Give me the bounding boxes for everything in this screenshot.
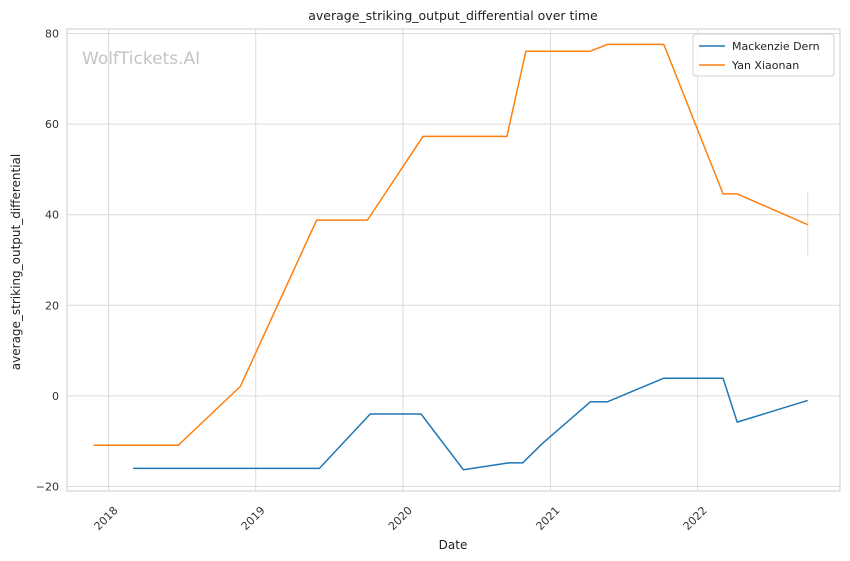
chart-title: average_striking_output_differential ove… [308, 8, 598, 23]
plot-border [66, 28, 841, 492]
legend: Mackenzie Dern Yan Xiaonan [692, 33, 835, 77]
y-axis-ticks: −20 0 20 40 60 80 [36, 28, 59, 494]
legend-frame [692, 33, 835, 77]
axes-frame [66, 28, 841, 492]
legend-label: Yan Xiaonan [731, 59, 799, 72]
x-tick-label: 2022 [681, 504, 710, 533]
x-axis-title: Date [439, 538, 468, 552]
y-tick-label: 0 [52, 390, 59, 403]
y-tick-label: −20 [36, 480, 59, 493]
series-line-1 [133, 377, 808, 471]
x-tick-label: 2021 [534, 504, 563, 533]
x-tick-label: 2019 [239, 504, 268, 533]
x-tick-label: 2020 [386, 504, 415, 533]
y-tick-label: 80 [45, 28, 59, 41]
y-tick-label: 60 [45, 118, 59, 131]
legend-label: Mackenzie Dern [732, 40, 820, 53]
grid [67, 29, 840, 491]
series-line-2 [93, 43, 809, 446]
x-tick-label: 2018 [92, 504, 121, 533]
y-tick-label: 40 [45, 209, 59, 222]
y-axis-title: average_striking_output_differential [9, 154, 23, 370]
y-tick-label: 20 [45, 299, 59, 312]
watermark: WolfTickets.AI [82, 49, 200, 69]
series-layer [93, 43, 809, 471]
x-axis-ticks: 2018 2019 2020 2021 2022 [92, 504, 710, 533]
